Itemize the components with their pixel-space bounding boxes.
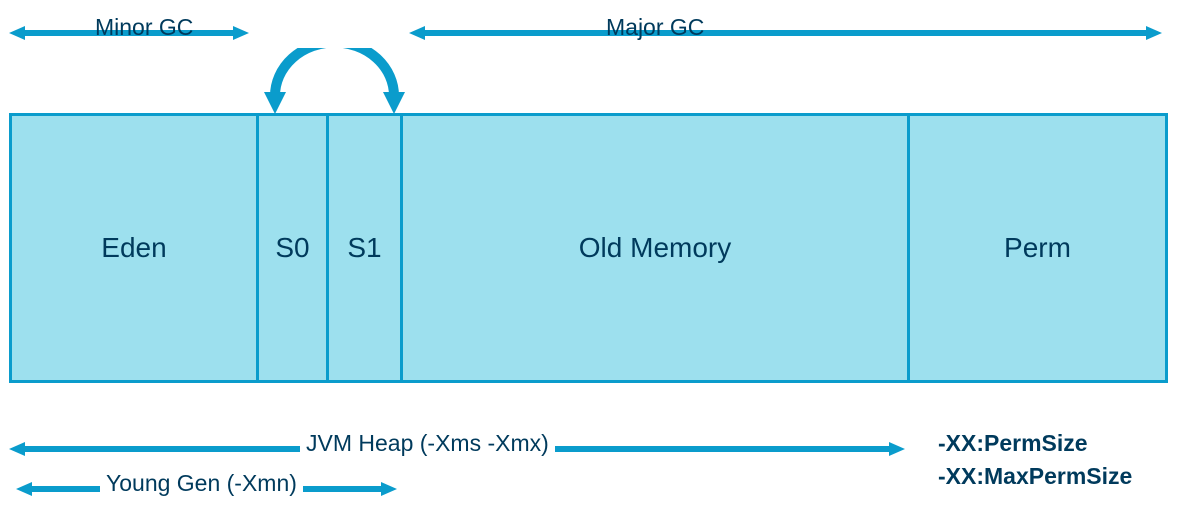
- segment-eden: Eden: [9, 113, 256, 383]
- segment-s1: S1: [326, 113, 400, 383]
- max-perm-size-label: -XX:MaxPermSize: [938, 463, 1132, 490]
- segment-old-memory: Old Memory: [400, 113, 907, 383]
- major-gc-label: Major GC: [606, 14, 704, 41]
- perm-size-label: -XX:PermSize: [938, 430, 1132, 457]
- young-gen-label: Young Gen (-Xmn): [100, 470, 303, 497]
- segment-s0: S0: [256, 113, 326, 383]
- perm-size-labels: -XX:PermSize -XX:MaxPermSize: [938, 424, 1132, 496]
- jvm-memory-diagram: Minor GC Major GC EdenS0S1Old MemoryPerm…: [0, 0, 1177, 514]
- minor-gc-label: Minor GC: [95, 14, 193, 41]
- survivor-swap-arrow-icon: [262, 48, 407, 114]
- major-gc-arrow: [409, 26, 1162, 40]
- segment-perm: Perm: [907, 113, 1168, 383]
- memory-segments: EdenS0S1Old MemoryPerm: [9, 113, 1168, 383]
- jvm-heap-label: JVM Heap (-Xms -Xmx): [300, 430, 555, 457]
